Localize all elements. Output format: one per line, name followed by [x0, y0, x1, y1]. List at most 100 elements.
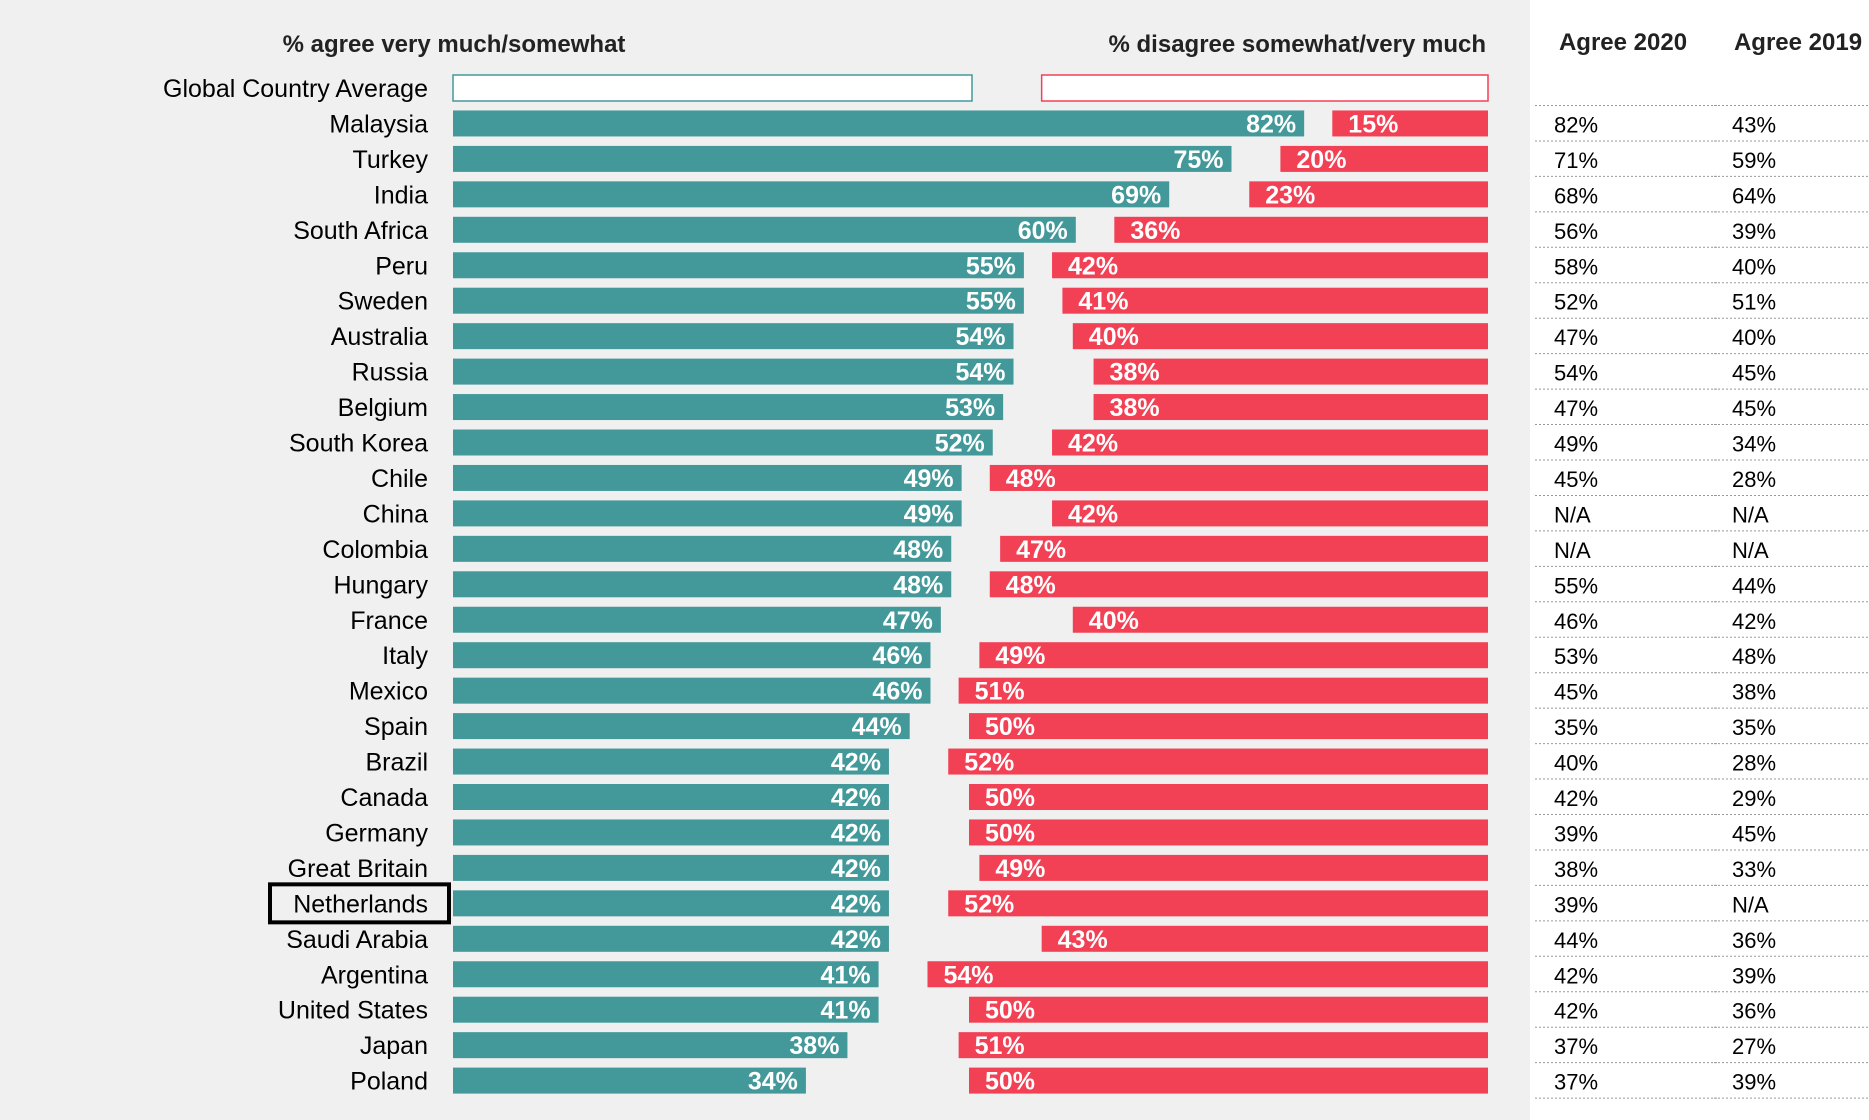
- disagree-bar: [958, 677, 1488, 704]
- disagree-bar: [1114, 216, 1488, 243]
- agree-2019-cell: 27%: [1732, 1034, 1776, 1059]
- agree-2020-cell: 46%: [1554, 609, 1598, 634]
- agree-bar: [453, 464, 962, 491]
- disagree-value-label: 42%: [1068, 430, 1118, 458]
- agree-header: % agree very much/somewhat: [283, 31, 626, 58]
- agree-bar: [453, 961, 879, 988]
- country-label: Colombia: [322, 536, 428, 564]
- country-label: Russia: [352, 359, 429, 387]
- country-label: Mexico: [349, 678, 428, 706]
- agree-value-label: 75%: [1173, 146, 1223, 174]
- agree-value-label: 41%: [821, 997, 871, 1025]
- agree-bar: [453, 535, 952, 562]
- agree-value-label: 42%: [831, 855, 881, 883]
- country-label: Malaysia: [329, 110, 428, 138]
- disagree-bar: [948, 890, 1488, 917]
- agree-2019-cell: N/A: [1732, 892, 1769, 917]
- country-label: Turkey: [353, 146, 429, 174]
- country-label: France: [350, 607, 428, 635]
- agree-2019-cell: 28%: [1732, 751, 1776, 776]
- agree-2019-cell: 36%: [1732, 999, 1776, 1024]
- agree-value-label: 54%: [955, 323, 1005, 351]
- country-label: Spain: [364, 713, 428, 741]
- agree-value-label: 55%: [966, 252, 1016, 280]
- agree-value-label: 42%: [831, 819, 881, 847]
- country-label: Sweden: [338, 288, 428, 316]
- disagree-bar: [1062, 287, 1488, 314]
- disagree-value-label: 47%: [1016, 536, 1066, 564]
- country-label: Peru: [375, 252, 428, 280]
- disagree-bar: [969, 713, 1488, 740]
- agree-value-label: 69%: [1111, 181, 1161, 209]
- agree-2019-cell: 40%: [1732, 325, 1776, 350]
- agree-2019-cell: 59%: [1732, 148, 1776, 173]
- agree-2019-cell: N/A: [1732, 538, 1769, 563]
- agree-2020-cell: 39%: [1554, 892, 1598, 917]
- disagree-value-label: 42%: [1068, 500, 1118, 528]
- disagree-value-label: 50%: [985, 819, 1035, 847]
- agree-value-label: 42%: [831, 784, 881, 812]
- agree-2020-cell: 56%: [1554, 219, 1598, 244]
- disagree-bar: [969, 1067, 1488, 1094]
- agree-bar: [453, 1067, 806, 1094]
- agree-value-label: 53%: [945, 394, 995, 422]
- agree-value-label: 34%: [748, 1068, 798, 1096]
- agree-value-label: 60%: [1018, 217, 1068, 245]
- disagree-bar: [1052, 252, 1488, 279]
- disagree-value-label: 40%: [1089, 323, 1139, 351]
- disagree-bar: [969, 784, 1488, 810]
- agree-bar: [453, 677, 931, 704]
- agree-bar: [453, 571, 952, 598]
- agree-value-label: 42%: [831, 749, 881, 777]
- agree-2019-cell: 45%: [1732, 821, 1776, 846]
- disagree-value-label: 43%: [1058, 926, 1108, 954]
- disagree-bar: [1072, 606, 1488, 633]
- disagree-value-label: 50%: [985, 997, 1035, 1025]
- agree-value-label: 42%: [831, 926, 881, 954]
- disagree-value-label: 48%: [1006, 465, 1056, 493]
- agree-2020-cell: 47%: [1554, 325, 1598, 350]
- agree-bar: [453, 110, 1305, 137]
- agree-2019-cell: 44%: [1732, 573, 1776, 598]
- agree-bar: [453, 819, 889, 846]
- agree-bar: [453, 500, 962, 527]
- disagree-bar: [1093, 394, 1488, 421]
- agree-value-label: 38%: [789, 1032, 839, 1060]
- disagree-bar: [1093, 358, 1488, 385]
- agree-2019-cell: 39%: [1732, 963, 1776, 988]
- disagree-bar: [1000, 535, 1488, 562]
- disagree-bar: [1052, 429, 1488, 456]
- agree-value-label: 54%: [955, 359, 1005, 387]
- disagree-bar: [958, 1032, 1488, 1059]
- agree-2020-cell: 47%: [1554, 396, 1598, 421]
- agree-2020-cell: 42%: [1554, 963, 1598, 988]
- agree-bar: [453, 890, 889, 917]
- disagree-value-label: 52%: [964, 749, 1014, 777]
- disagree-bar: [1249, 181, 1488, 208]
- agree-value-label: 47%: [883, 607, 933, 635]
- agree-bar: [453, 287, 1024, 314]
- agree-bar: [452, 74, 973, 102]
- agree-2020-cell: 38%: [1554, 857, 1598, 882]
- disagree-value-label: 40%: [1089, 607, 1139, 635]
- agree-value-label: 46%: [872, 678, 922, 706]
- agree-2019-cell: 28%: [1732, 467, 1776, 492]
- agree-2020-cell: 45%: [1554, 680, 1598, 705]
- country-label: Great Britain: [288, 855, 428, 883]
- agree-2020-cell: 53%: [1554, 644, 1598, 669]
- country-label: Chile: [371, 465, 428, 493]
- country-label: Canada: [340, 784, 428, 812]
- agree-value-label: 41%: [821, 961, 871, 989]
- highlight-box: [268, 882, 451, 925]
- disagree-bar: [1040, 74, 1489, 102]
- country-label: South Korea: [289, 430, 428, 458]
- agree-value-label: 48%: [893, 571, 943, 599]
- disagree-value-label: 54%: [943, 961, 993, 989]
- agree-2019-cell: 36%: [1732, 928, 1776, 953]
- agree-2020-cell: 52%: [1554, 290, 1598, 315]
- agree-2020-cell: 37%: [1554, 1034, 1598, 1059]
- country-label: Brazil: [365, 749, 428, 777]
- agree-2020-cell: 58%: [1554, 254, 1598, 279]
- agree-bar: [453, 216, 1076, 243]
- disagree-value-label: 50%: [985, 713, 1035, 741]
